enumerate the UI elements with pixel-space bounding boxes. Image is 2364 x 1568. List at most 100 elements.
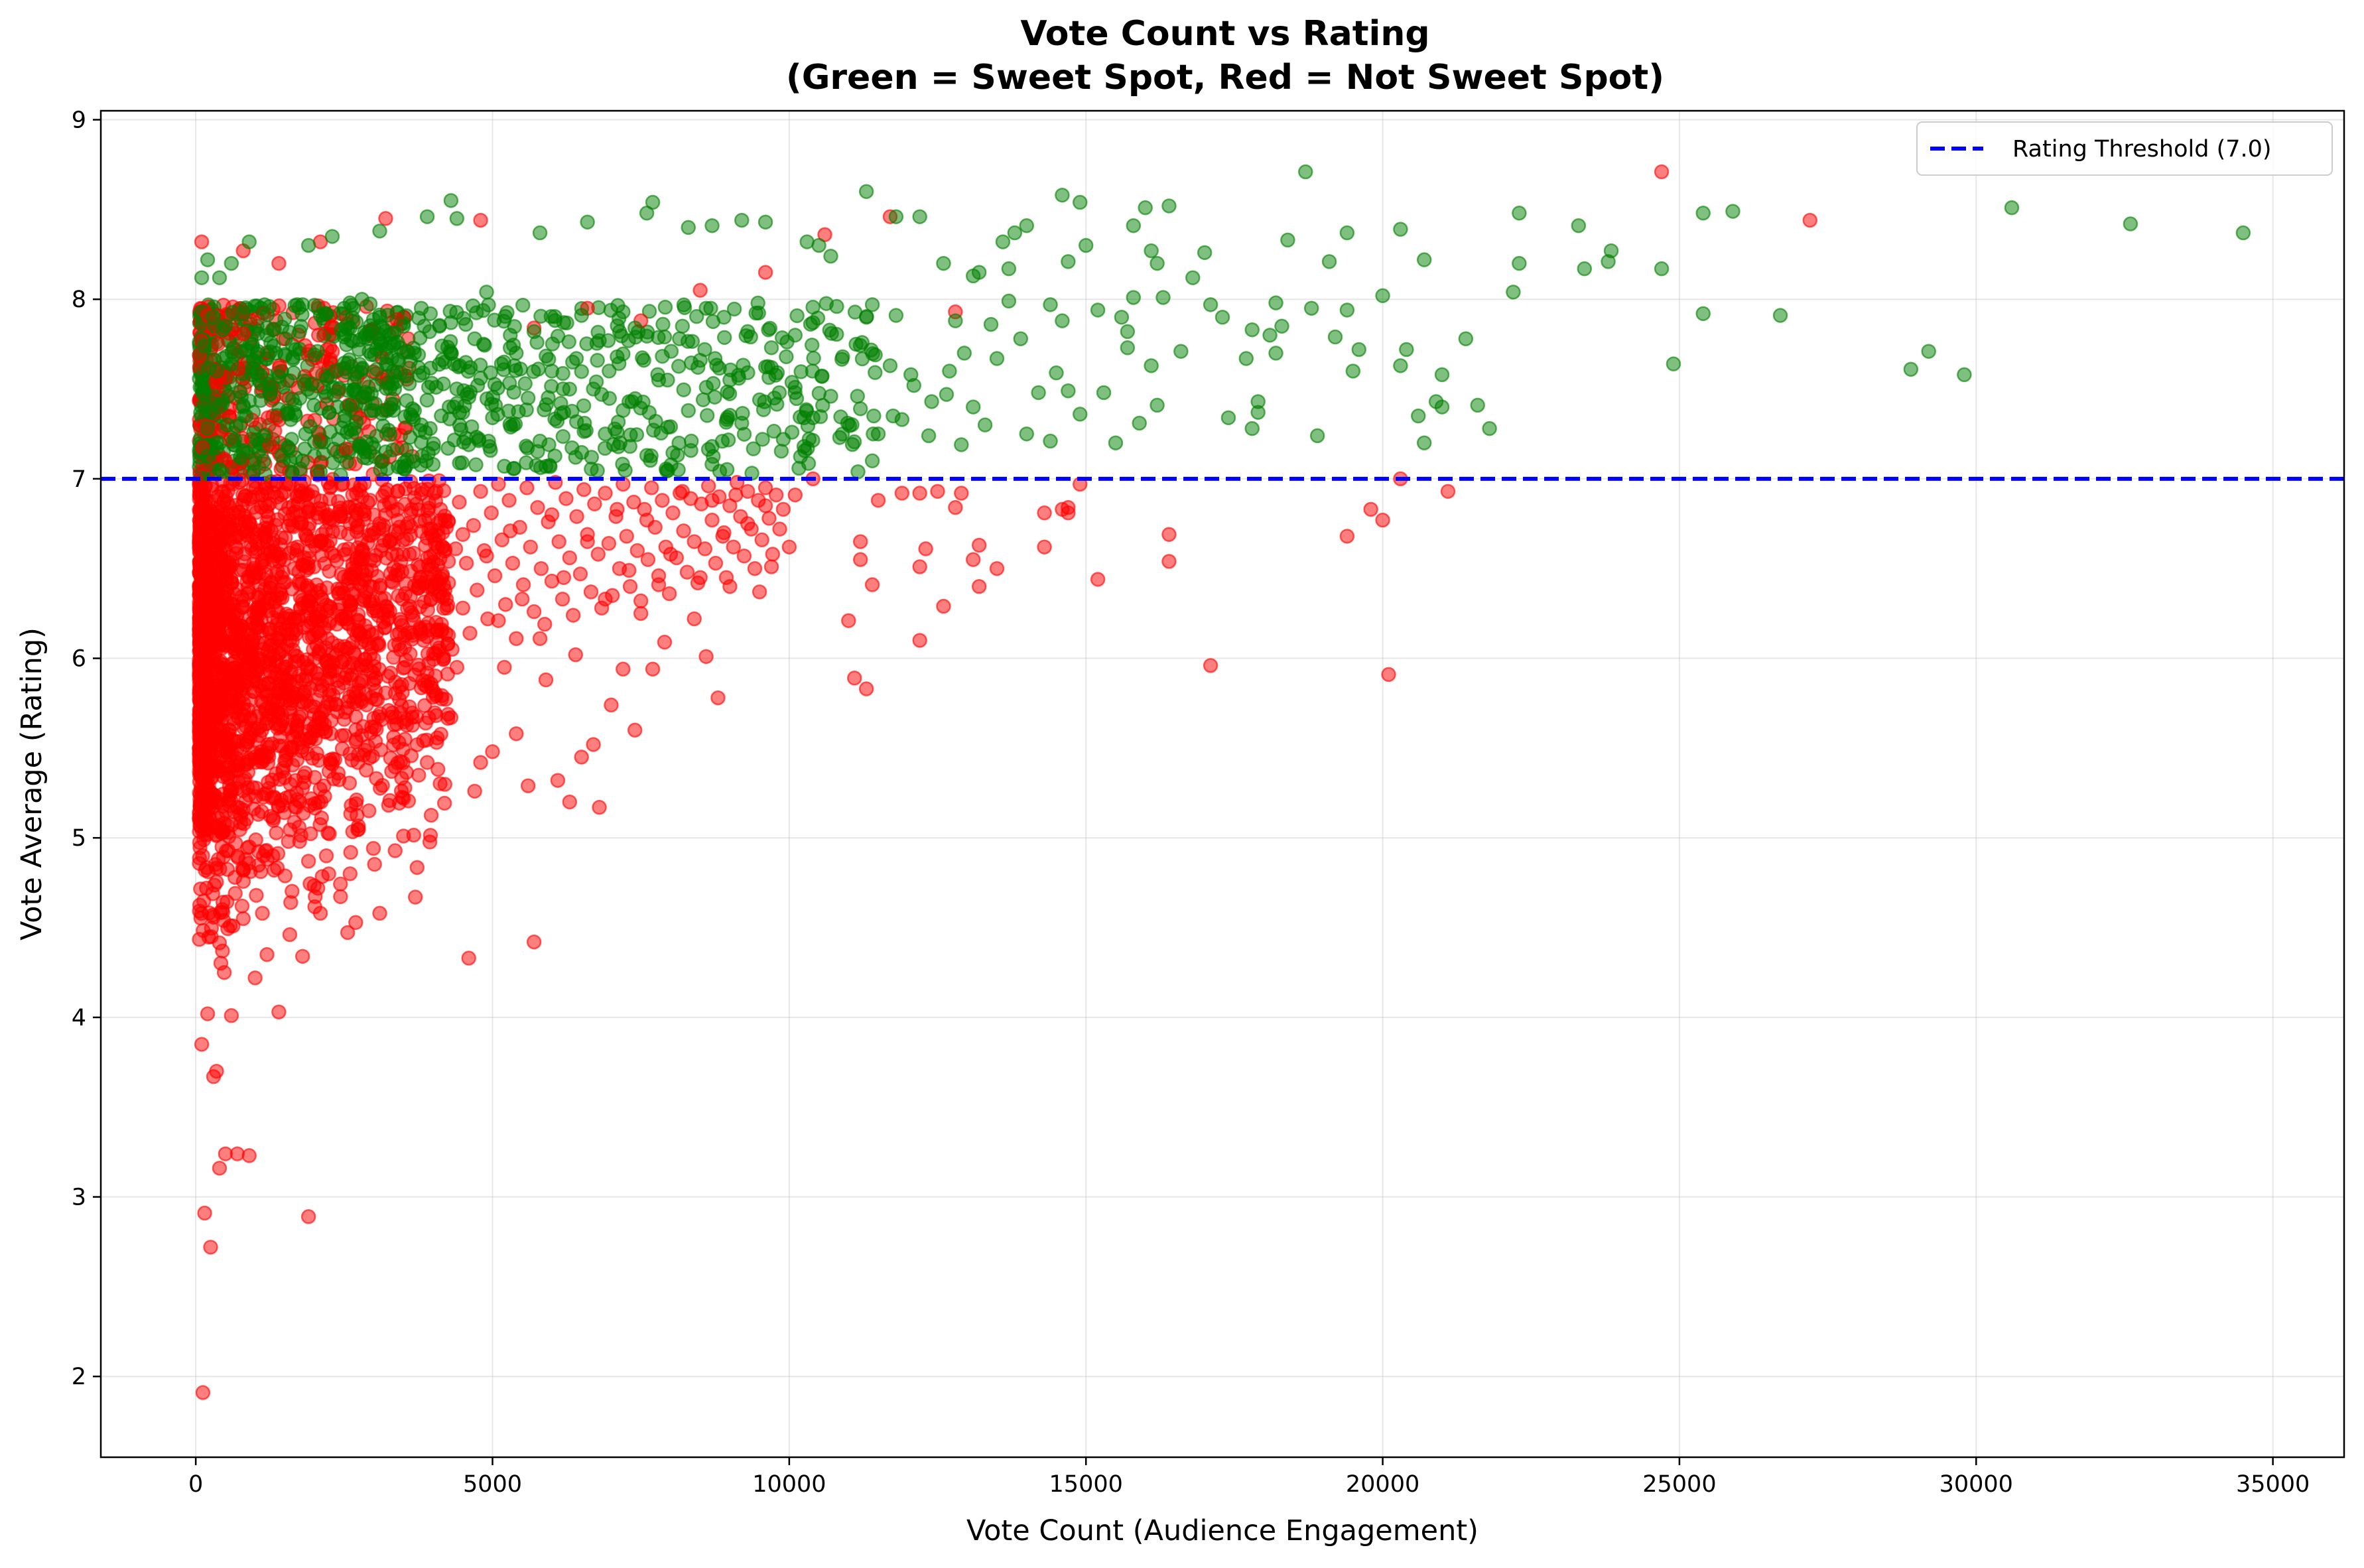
red-point <box>236 816 252 831</box>
green-point <box>766 423 782 439</box>
red-point <box>387 843 403 858</box>
green-point <box>793 364 809 379</box>
red-point <box>558 491 574 506</box>
green-point <box>372 224 387 239</box>
red-point <box>1161 554 1177 569</box>
green-point <box>194 270 210 285</box>
red-point <box>340 925 356 941</box>
red-point <box>216 964 232 980</box>
red-point <box>590 547 606 562</box>
green-point <box>639 328 655 344</box>
green-point <box>235 306 251 322</box>
red-point <box>1037 539 1052 555</box>
red-point <box>416 633 431 648</box>
red-point <box>409 496 425 512</box>
green-point <box>597 440 613 456</box>
red-point <box>744 521 759 537</box>
red-point <box>367 856 382 872</box>
red-point <box>484 505 499 521</box>
red-point <box>277 530 293 545</box>
red-point <box>343 844 358 860</box>
green-point <box>411 359 426 375</box>
red-point <box>989 560 1005 576</box>
green-point <box>354 291 369 307</box>
red-point <box>948 499 963 515</box>
green-point <box>440 440 456 456</box>
red-point <box>694 496 709 512</box>
red-point <box>562 794 578 810</box>
red-point <box>467 783 482 799</box>
red-point <box>255 905 270 921</box>
red-point <box>322 826 337 842</box>
red-point <box>710 690 726 706</box>
green-point <box>799 234 815 249</box>
green-point <box>695 392 711 408</box>
red-point <box>1802 212 1818 228</box>
red-point <box>423 591 438 607</box>
green-point <box>1155 290 1171 305</box>
green-point <box>493 356 509 371</box>
green-point <box>1138 200 1153 216</box>
green-point <box>671 359 687 374</box>
red-point <box>248 505 264 520</box>
green-point <box>544 379 559 394</box>
red-point <box>298 732 314 747</box>
green-point <box>1120 324 1136 340</box>
green-point <box>1126 290 1142 305</box>
red-point <box>223 549 238 565</box>
red-point <box>320 694 336 710</box>
green-point <box>1416 435 1432 450</box>
green-point <box>300 237 316 253</box>
green-point <box>340 425 355 440</box>
green-point <box>339 454 355 470</box>
red-point <box>541 514 556 530</box>
red-point <box>455 527 471 543</box>
red-point <box>330 638 346 653</box>
green-point <box>704 438 720 454</box>
green-point <box>1073 407 1088 422</box>
green-point <box>397 462 413 477</box>
red-point <box>757 480 773 495</box>
green-point <box>425 456 441 472</box>
red-point <box>444 641 460 657</box>
red-point <box>912 559 927 574</box>
green-point <box>1274 318 1289 334</box>
green-point <box>716 310 732 325</box>
green-point <box>692 352 708 368</box>
red-point <box>310 328 326 343</box>
y-tick-label: 9 <box>72 107 86 134</box>
red-point <box>312 905 328 921</box>
green-point <box>508 363 523 378</box>
red-point <box>240 580 255 595</box>
green-point <box>1197 245 1213 261</box>
x-tick-label: 10000 <box>752 1471 826 1498</box>
green-point <box>1126 218 1142 233</box>
red-point <box>407 667 423 683</box>
red-point <box>491 476 506 492</box>
x-tick-label: 15000 <box>1049 1471 1123 1498</box>
red-point <box>300 580 315 596</box>
red-point <box>679 564 695 580</box>
red-point <box>400 625 416 641</box>
green-point <box>1303 300 1319 316</box>
red-point <box>658 539 674 555</box>
red-point <box>965 552 981 567</box>
green-point <box>505 417 521 432</box>
green-point <box>655 316 671 332</box>
green-point <box>681 220 696 235</box>
red-point <box>246 456 261 471</box>
green-point <box>1416 252 1432 267</box>
red-point <box>426 651 441 667</box>
red-point <box>651 568 667 584</box>
green-point <box>675 318 690 334</box>
green-point <box>1399 342 1414 358</box>
green-point <box>1055 313 1070 328</box>
plot-area-frame <box>99 109 2345 1459</box>
green-point <box>250 326 266 341</box>
green-point <box>1434 367 1450 383</box>
red-point <box>314 714 330 730</box>
green-point <box>648 414 663 429</box>
y-tick-label: 4 <box>72 1005 86 1031</box>
red-point <box>380 669 396 684</box>
green-point <box>446 399 462 415</box>
